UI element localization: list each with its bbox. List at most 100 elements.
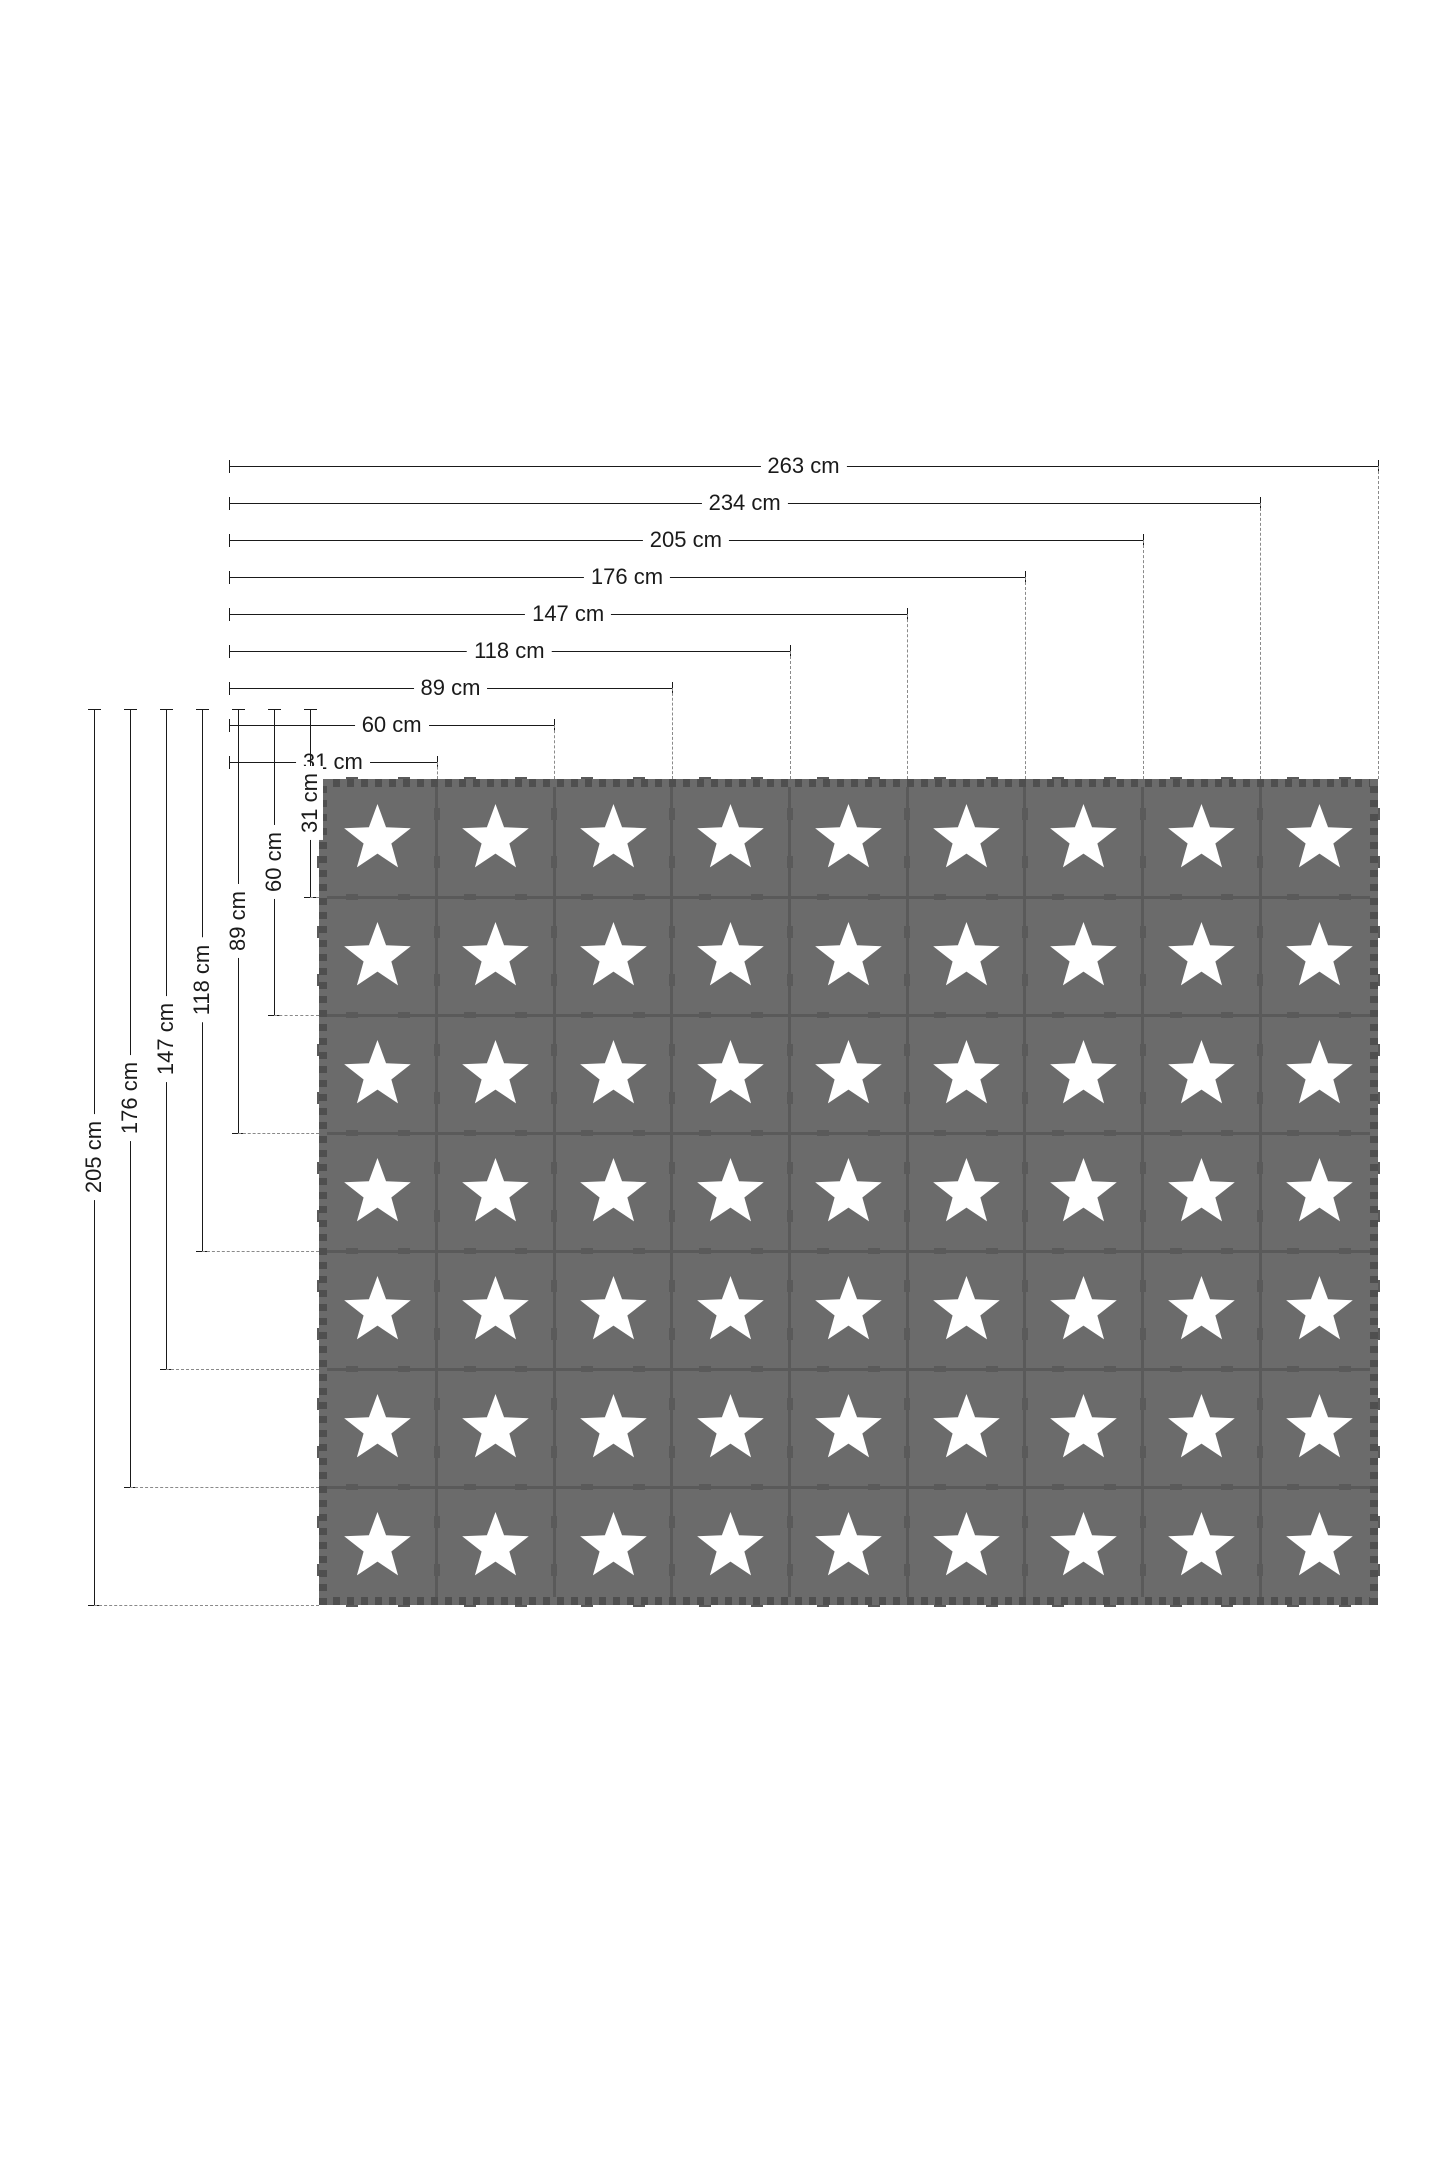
tile-edge bbox=[1260, 779, 1262, 897]
tile-edge bbox=[671, 1369, 790, 1371]
tile-edge bbox=[670, 897, 672, 1015]
star-icon bbox=[697, 1512, 765, 1576]
mat-tile bbox=[1140, 1367, 1263, 1489]
dimension-tick bbox=[229, 756, 230, 769]
tile-nub bbox=[1339, 895, 1352, 900]
tile-edge bbox=[907, 1251, 1025, 1253]
tile-edge bbox=[1142, 897, 1261, 899]
tile-edge bbox=[1024, 895, 1143, 897]
tile-edge bbox=[907, 1487, 909, 1605]
tile-edge bbox=[671, 1131, 790, 1133]
tile-edge bbox=[789, 1485, 908, 1487]
tile-nub bbox=[1287, 1367, 1300, 1372]
tile-edge bbox=[319, 1015, 437, 1017]
tile-edge bbox=[435, 1487, 437, 1605]
tile-edge bbox=[905, 1015, 908, 1133]
tile-edge bbox=[319, 1369, 437, 1371]
tile-nub bbox=[1022, 808, 1028, 821]
tile-nub bbox=[669, 973, 675, 986]
tile-nub bbox=[669, 855, 675, 868]
tile-nub bbox=[1022, 1209, 1028, 1222]
tile-edge bbox=[319, 1133, 437, 1135]
star-icon bbox=[932, 1276, 1000, 1340]
tile-nub bbox=[1258, 808, 1264, 821]
tile-nub bbox=[434, 973, 440, 986]
tile-edge bbox=[319, 1013, 437, 1015]
tile-nub bbox=[698, 1367, 711, 1372]
tile-edge bbox=[1260, 1369, 1378, 1371]
tile-edge bbox=[1260, 1487, 1378, 1489]
tile-nub bbox=[552, 1516, 558, 1529]
star-icon bbox=[462, 1276, 529, 1340]
tile-nub bbox=[1140, 808, 1146, 821]
tile-nub bbox=[787, 1563, 793, 1576]
tile-nub bbox=[905, 1091, 911, 1104]
tile-edge bbox=[1023, 779, 1025, 897]
tile-edge bbox=[1260, 1133, 1262, 1251]
dimension-label-vertical: 147 cm bbox=[153, 995, 179, 1083]
mat-tile bbox=[317, 1367, 439, 1489]
tile-edge bbox=[907, 1251, 909, 1369]
tile-edge bbox=[789, 1013, 908, 1015]
mat-tile bbox=[905, 895, 1027, 1017]
tile-nub bbox=[1051, 1367, 1064, 1372]
tile-edge bbox=[1024, 1369, 1027, 1487]
tile-nub bbox=[1103, 1131, 1116, 1136]
mat-tile bbox=[434, 1013, 557, 1135]
tile-edge bbox=[319, 1131, 437, 1133]
tile-edge bbox=[436, 1251, 555, 1253]
tile-edge bbox=[907, 897, 1025, 899]
tile-edge bbox=[319, 895, 437, 897]
tile-edge bbox=[1142, 1249, 1261, 1251]
mat-tile bbox=[1140, 777, 1263, 899]
tile-nub bbox=[552, 973, 558, 986]
tile-nub bbox=[515, 1131, 528, 1136]
dimension-label-horizontal: 234 cm bbox=[701, 490, 788, 516]
tile-edge bbox=[319, 1367, 437, 1369]
tile-edge bbox=[1260, 1485, 1378, 1487]
tile-nub bbox=[1221, 1485, 1234, 1490]
star-icon bbox=[932, 1394, 1000, 1458]
tile-edge bbox=[789, 1487, 792, 1605]
tile-nub bbox=[905, 855, 911, 868]
tile-edge bbox=[1142, 1251, 1145, 1369]
star-icon bbox=[1168, 1276, 1235, 1340]
mat-serrated-edge-bottom bbox=[319, 1597, 1378, 1605]
mat-tile bbox=[669, 777, 792, 899]
tile-nub bbox=[345, 895, 358, 900]
star-icon bbox=[1285, 804, 1353, 868]
tile-nub bbox=[750, 895, 763, 900]
dimension-tick bbox=[229, 571, 230, 584]
tile-nub bbox=[986, 1367, 999, 1372]
tile-nub bbox=[1258, 1327, 1264, 1340]
tile-nub bbox=[1051, 1249, 1064, 1254]
mat-tile bbox=[1258, 1131, 1380, 1253]
tile-edge bbox=[436, 895, 555, 897]
star-icon bbox=[344, 1394, 412, 1458]
tile-nub bbox=[905, 1327, 911, 1340]
tile-nub bbox=[581, 1013, 594, 1018]
tile-edge bbox=[554, 1251, 556, 1369]
tile-nub bbox=[905, 926, 911, 939]
tile-nub bbox=[1140, 1398, 1146, 1411]
tile-nub bbox=[633, 1249, 646, 1254]
mat-serrated-edge-right bbox=[1370, 779, 1378, 1605]
tile-edge bbox=[671, 1369, 674, 1487]
dimension-label-vertical: 118 cm bbox=[189, 937, 215, 1023]
star-icon bbox=[1050, 1512, 1118, 1576]
tile-nub bbox=[1022, 1516, 1028, 1529]
tile-nub bbox=[905, 1398, 911, 1411]
tile-edge bbox=[554, 1133, 556, 1251]
dimension-leader-line bbox=[202, 1251, 319, 1252]
tile-nub bbox=[669, 1445, 675, 1458]
dimension-leader-line bbox=[436, 762, 438, 779]
tile-nub bbox=[345, 1131, 358, 1136]
tile-nub bbox=[397, 1013, 410, 1018]
tile-nub bbox=[1051, 1485, 1064, 1490]
star-icon bbox=[697, 1040, 765, 1104]
tile-nub bbox=[434, 1398, 440, 1411]
tile-nub bbox=[434, 1516, 440, 1529]
dimension-leader-line bbox=[1142, 540, 1144, 779]
tile-nub bbox=[1339, 1013, 1352, 1018]
tile-nub bbox=[816, 1367, 829, 1372]
